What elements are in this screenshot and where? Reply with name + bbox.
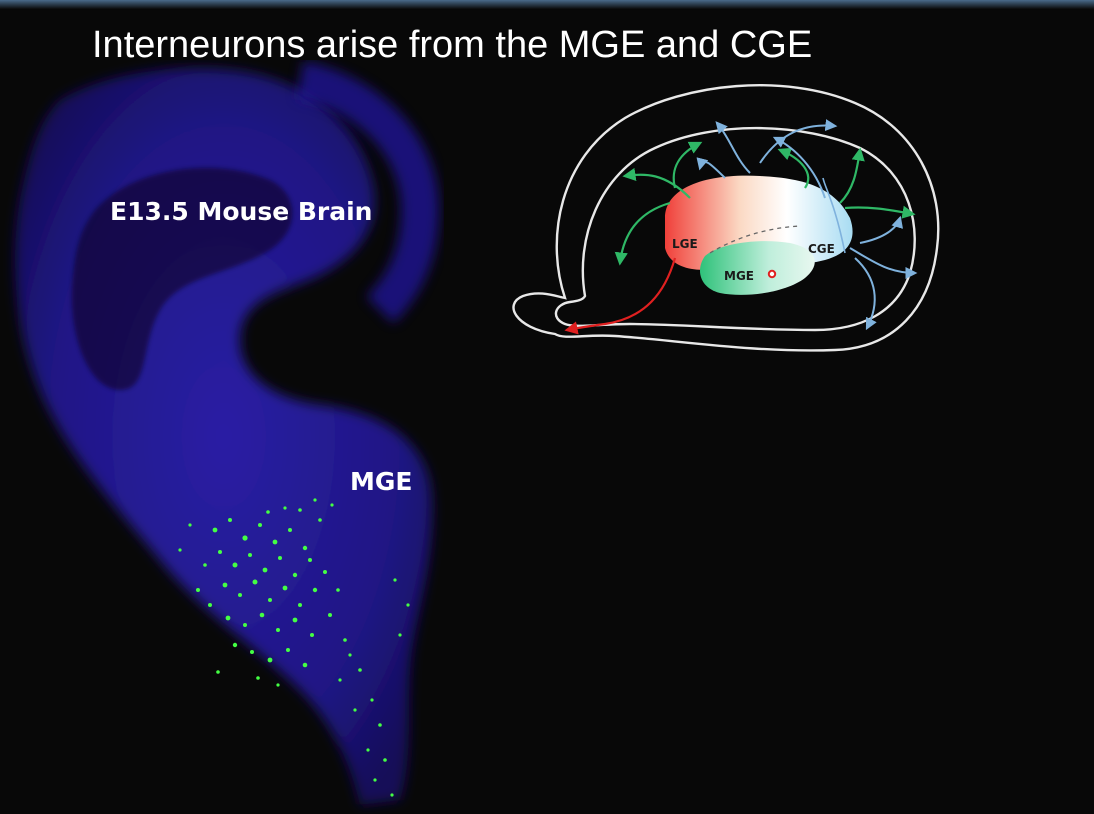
mge-origin-dot [769, 271, 775, 277]
diagram-label-mge: MGE [724, 269, 754, 283]
mge-region-label: MGE [350, 467, 412, 496]
diagram-label-lge: LGE [672, 237, 698, 251]
top-strip [0, 0, 1094, 9]
diagram-label-cge: CGE [808, 242, 835, 256]
brain-stage-label: E13.5 Mouse Brain [110, 197, 372, 226]
migration-diagram [505, 78, 945, 368]
brain-micrograph [0, 60, 445, 814]
